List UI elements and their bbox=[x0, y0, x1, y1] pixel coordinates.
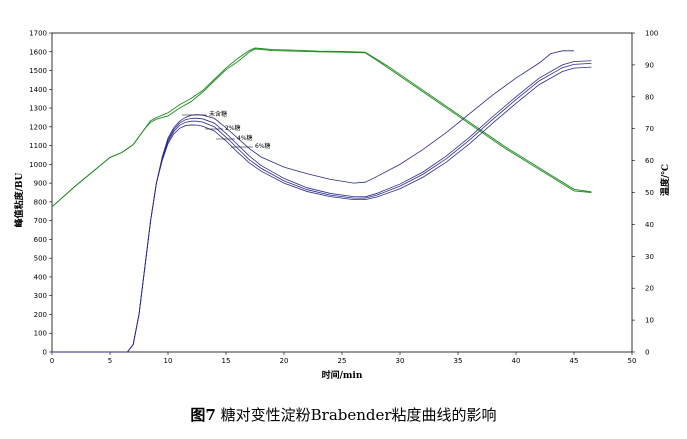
chart: 0 5 10 15 20 25 30 35 40 45 50 0100200300400500600… bbox=[13, 30, 671, 382]
y-right-tick-label: 50 bbox=[645, 189, 654, 197]
y-left-ticks: 0 100 200 300 400 500 600 700 800 900 1000 1100 1200… bbox=[29, 30, 52, 357]
x-axis-label: 时间/min bbox=[322, 369, 363, 381]
x-ticks: 0 5 10 15 20 25 30 35 40 45 50 bbox=[50, 352, 637, 365]
temperature-series bbox=[51, 47, 592, 208]
plot-area bbox=[51, 32, 633, 353]
y-left-tick-label: 1100 bbox=[29, 142, 47, 150]
y-left-tick-label: 500 bbox=[34, 255, 47, 263]
x-tick-label: 20 bbox=[280, 357, 289, 365]
y-left-tick-label: 100 bbox=[34, 330, 47, 338]
x-tick-label: 50 bbox=[628, 357, 637, 365]
figure-number: 图7 bbox=[190, 406, 216, 424]
x-tick-label: 30 bbox=[396, 357, 405, 365]
y-left-tick-label: 1400 bbox=[29, 86, 47, 94]
y-right-tick-label: 20 bbox=[645, 285, 654, 293]
y-left-tick-label: 1000 bbox=[29, 161, 47, 169]
temperature-line bbox=[51, 48, 592, 208]
y-left-tick-label: 400 bbox=[34, 273, 47, 281]
temperature-line bbox=[51, 47, 592, 208]
y-left-tick-label: 1700 bbox=[29, 30, 47, 38]
y-right-axis-label: 温度/℃ bbox=[659, 164, 671, 196]
y-right-tick-label: 90 bbox=[645, 61, 654, 69]
caption-text: 糖对变性淀粉Brabender粘度曲线的影响 bbox=[215, 406, 497, 424]
x-tick-label: 0 bbox=[50, 357, 54, 365]
y-right-tick-label: 0 bbox=[645, 349, 649, 357]
y-left-axis-label: 峰值粘度/BU bbox=[13, 172, 25, 227]
y-right-tick-label: 60 bbox=[645, 157, 654, 165]
viscosity-series bbox=[52, 50, 592, 353]
y-right-tick-label: 70 bbox=[645, 125, 654, 133]
y-left-tick-label: 1500 bbox=[29, 67, 47, 75]
figure-caption: 图7 糖对变性淀粉Brabender粘度曲线的影响 bbox=[0, 404, 687, 425]
x-tick-label: 35 bbox=[454, 357, 463, 365]
x-tick-label: 25 bbox=[338, 357, 347, 365]
y-right-tick-label: 80 bbox=[645, 93, 654, 101]
x-tick-label: 40 bbox=[512, 357, 521, 365]
x-tick-label: 45 bbox=[570, 357, 579, 365]
y-left-tick-label: 600 bbox=[34, 236, 47, 244]
viscosity-line bbox=[52, 63, 592, 353]
annotation-label: 4%糖 bbox=[237, 134, 253, 142]
x-tick-label: 15 bbox=[222, 357, 231, 365]
x-tick-label: 5 bbox=[108, 357, 112, 365]
y-right-tick-label: 30 bbox=[645, 253, 654, 261]
y-right-tick-label: 10 bbox=[645, 317, 654, 325]
annotations: 未含糖 2%糖 4%糖6%糖 bbox=[182, 110, 271, 150]
annotation-label: 6%糖 bbox=[255, 142, 271, 150]
y-left-tick-label: 1600 bbox=[29, 48, 47, 56]
y-left-tick-label: 300 bbox=[34, 292, 47, 300]
annotation-label: 未含糖 bbox=[209, 110, 227, 118]
x-tick-label: 10 bbox=[164, 357, 173, 365]
y-left-tick-label: 1300 bbox=[29, 105, 47, 113]
y-left-tick-label: 700 bbox=[34, 217, 47, 225]
annotation-label: 2%糖 bbox=[225, 124, 241, 132]
y-right-ticks: 0 10 20 30 40 50 60 70 80 90 100 bbox=[632, 30, 658, 357]
y-left-tick-label: 1200 bbox=[29, 123, 47, 131]
y-left-tick-label: 800 bbox=[34, 198, 47, 206]
y-left-tick-label: 0 bbox=[43, 349, 47, 357]
y-right-tick-label: 100 bbox=[645, 30, 658, 38]
y-left-tick-label: 900 bbox=[34, 180, 47, 188]
viscosity-line bbox=[52, 50, 574, 353]
viscosity-line bbox=[52, 66, 592, 353]
y-right-tick-label: 40 bbox=[645, 221, 654, 229]
y-left-tick-label: 200 bbox=[34, 311, 47, 319]
